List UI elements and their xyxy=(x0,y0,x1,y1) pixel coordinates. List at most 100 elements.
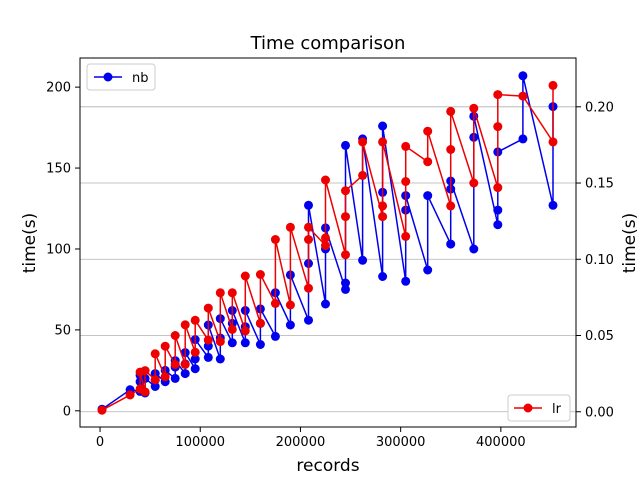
data-point-nb xyxy=(423,191,433,201)
data-point-nb xyxy=(304,200,313,210)
data-point-lr xyxy=(469,178,479,188)
y-left-tick-label: 100 xyxy=(46,242,71,257)
data-point-lr xyxy=(150,375,160,385)
data-point-lr xyxy=(203,303,213,313)
data-point-nb xyxy=(285,320,295,330)
data-point-lr xyxy=(423,126,433,136)
data-point-lr xyxy=(341,186,350,196)
data-point-lr xyxy=(378,212,388,222)
x-tick-label: 100000 xyxy=(175,435,225,450)
data-point-nb xyxy=(270,331,280,341)
data-point-lr xyxy=(140,387,150,397)
data-point-lr xyxy=(170,360,180,369)
data-point-nb xyxy=(215,354,225,364)
y-right-tick-label: 0.20 xyxy=(585,100,614,115)
data-point-lr xyxy=(341,212,350,222)
data-point-nb xyxy=(469,244,479,254)
data-point-lr xyxy=(401,141,411,151)
data-point-nb xyxy=(190,354,200,364)
data-point-lr xyxy=(446,106,456,116)
data-point-lr xyxy=(358,170,368,180)
data-point-lr xyxy=(304,235,313,244)
series-layer xyxy=(97,71,558,415)
data-point-nb xyxy=(493,220,503,230)
y-left-tick-label: 150 xyxy=(46,162,71,177)
data-point-lr xyxy=(341,250,350,260)
data-point-nb xyxy=(180,369,190,379)
data-point-lr xyxy=(493,122,503,132)
data-point-lr xyxy=(270,235,280,244)
data-point-lr xyxy=(358,137,368,147)
data-point-lr xyxy=(255,270,265,279)
data-point-nb xyxy=(518,134,528,144)
data-point-lr xyxy=(215,288,225,298)
data-point-nb xyxy=(150,382,160,391)
y-left-tick-label: 50 xyxy=(54,323,71,338)
data-point-nb xyxy=(518,71,528,81)
data-point-nb xyxy=(203,352,213,362)
data-point-nb xyxy=(341,284,350,294)
x-axis-label: records xyxy=(296,456,359,476)
tick-layer: 0 100000 200000 300000 400000 0 50 100 150 200 0.0… xyxy=(46,81,614,450)
data-point-nb xyxy=(341,278,350,288)
data-point-lr xyxy=(203,335,213,345)
x-tick-label: 0 xyxy=(96,435,104,450)
legend-nb-marker xyxy=(103,72,113,82)
data-point-nb xyxy=(358,255,368,265)
chart-title: Time comparison xyxy=(250,33,406,54)
data-point-lr xyxy=(285,222,295,232)
data-point-lr xyxy=(227,288,237,298)
data-point-lr xyxy=(304,222,313,232)
data-point-lr xyxy=(401,231,411,241)
data-point-lr xyxy=(170,331,180,340)
data-point-nb xyxy=(341,140,350,150)
legend-lr-marker xyxy=(523,403,533,413)
data-point-lr xyxy=(180,360,190,369)
y-left-tick-label: 200 xyxy=(46,81,71,96)
data-point-lr xyxy=(227,324,237,334)
data-point-lr xyxy=(150,349,160,359)
y-left-tick-label: 0 xyxy=(63,404,71,419)
legend-nb: nb xyxy=(86,63,156,91)
data-point-lr xyxy=(240,326,250,336)
data-point-lr xyxy=(160,341,170,351)
y-axis-label-left: time(s) xyxy=(20,213,40,274)
data-point-lr xyxy=(446,145,456,154)
data-point-lr xyxy=(125,390,135,400)
data-point-lr xyxy=(446,201,456,211)
data-point-lr xyxy=(215,337,225,347)
data-point-lr xyxy=(160,372,170,382)
data-point-nb xyxy=(170,373,180,383)
data-point-lr xyxy=(321,175,330,185)
x-tick-label: 400000 xyxy=(476,435,526,450)
y-right-tick-label: 0.15 xyxy=(585,177,614,192)
data-point-nb xyxy=(304,315,313,325)
data-point-lr xyxy=(321,233,330,243)
data-point-nb xyxy=(548,200,558,210)
legend-lr: lr xyxy=(507,394,571,422)
data-point-lr xyxy=(97,405,107,415)
legend-lr-label: lr xyxy=(552,402,562,417)
data-point-lr xyxy=(378,201,388,211)
data-point-lr xyxy=(321,241,330,250)
data-point-nb xyxy=(190,364,200,374)
y-right-tick-label: 0.10 xyxy=(585,253,614,268)
data-point-lr xyxy=(548,137,558,147)
data-point-lr xyxy=(493,183,503,193)
data-point-nb xyxy=(240,338,250,348)
data-point-lr xyxy=(423,157,433,167)
data-point-nb xyxy=(446,239,456,249)
data-point-lr xyxy=(255,318,265,328)
data-point-lr xyxy=(469,103,479,113)
data-point-lr xyxy=(304,283,313,293)
y-right-tick-label: 0.00 xyxy=(585,405,614,420)
data-point-nb xyxy=(423,265,433,275)
data-point-lr xyxy=(190,315,200,325)
data-point-nb xyxy=(401,276,411,286)
data-point-lr xyxy=(518,91,528,101)
data-point-lr xyxy=(180,320,190,330)
y-right-tick-label: 0.05 xyxy=(585,329,614,344)
data-point-lr xyxy=(140,366,150,376)
data-point-lr xyxy=(190,347,200,357)
data-point-lr xyxy=(285,300,295,310)
